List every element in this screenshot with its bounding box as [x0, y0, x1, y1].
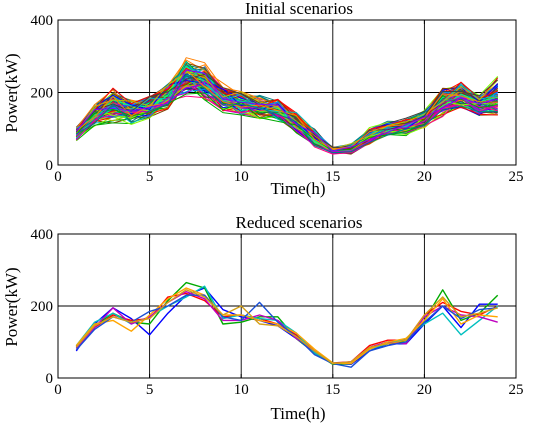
scenario-line-8 [75, 289, 498, 365]
x-tick-label: 10 [234, 382, 249, 398]
scenario-line-6 [75, 287, 498, 365]
axis-ticks: 0 5 10 15 20 25 0 200 400 [31, 227, 524, 398]
chart-title: Initial scenarios [245, 0, 353, 18]
scenario-lines [75, 57, 499, 155]
scenario-line-98 [76, 69, 498, 150]
y-axis-label: Power(kW) [2, 53, 21, 132]
scenario-line-100 [76, 75, 498, 154]
x-tick-label: 5 [146, 382, 154, 398]
y-tick-label: 0 [46, 158, 54, 174]
scenario-line-1 [75, 287, 498, 365]
x-tick-label: 25 [509, 382, 524, 398]
initial-scenarios-panel: Initial scenarios 0 5 10 15 20 25 0 200 400 Time… [2, 0, 524, 198]
x-tick-label: 0 [54, 169, 62, 185]
scenario-line-95 [75, 80, 498, 153]
x-axis-label: Time(h) [270, 179, 325, 198]
x-tick-label: 20 [417, 382, 432, 398]
scenario-line-4 [75, 285, 499, 365]
scenario-line-97 [75, 73, 499, 149]
axis-ticks: 0 5 10 15 20 25 0 200 400 [31, 13, 524, 185]
x-axis-label: Time(h) [270, 404, 325, 423]
y-tick-label: 400 [31, 13, 54, 29]
scenario-line-93 [75, 67, 498, 150]
x-tick-label: 20 [417, 169, 432, 185]
x-tick-label: 15 [325, 382, 340, 398]
y-tick-label: 400 [31, 227, 54, 243]
y-tick-label: 200 [31, 86, 54, 102]
chart-title: Reduced scenarios [236, 213, 363, 232]
y-tick-label: 200 [31, 299, 54, 315]
scenario-line-7 [75, 294, 498, 368]
x-tick-label: 10 [234, 169, 249, 185]
y-tick-label: 0 [46, 371, 54, 387]
x-tick-label: 15 [325, 169, 340, 185]
x-tick-label: 25 [509, 169, 524, 185]
x-tick-label: 5 [146, 169, 154, 185]
scenario-lines [75, 281, 499, 368]
reduced-scenarios-panel: Reduced scenarios 0 5 10 15 20 25 0 200 400 Time… [2, 213, 524, 423]
y-axis-label: Power(kW) [2, 267, 21, 346]
x-tick-label: 0 [54, 382, 62, 398]
scenario-line-99 [75, 69, 498, 152]
